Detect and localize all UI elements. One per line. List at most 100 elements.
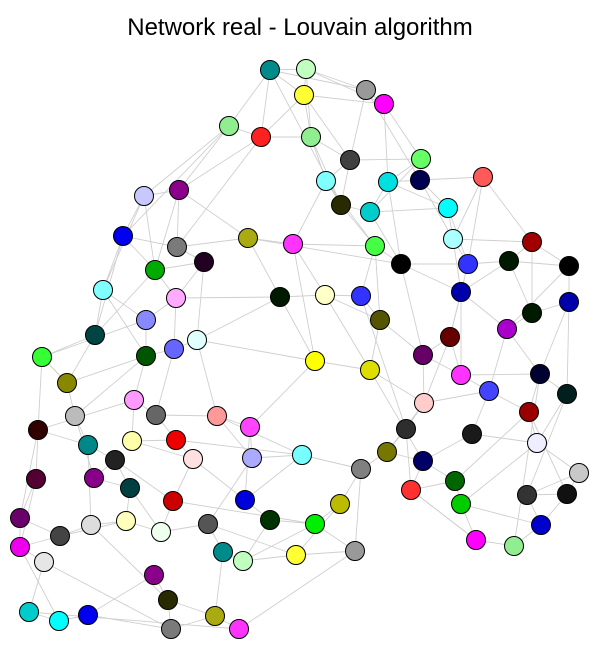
network-node bbox=[124, 390, 144, 410]
network-edge bbox=[37, 356, 43, 431]
network-edge bbox=[292, 243, 316, 362]
network-edge bbox=[325, 180, 376, 247]
network-node bbox=[78, 435, 98, 455]
network-node bbox=[522, 303, 542, 323]
network-node bbox=[50, 526, 70, 546]
network-edge bbox=[228, 69, 271, 127]
network-node bbox=[57, 373, 77, 393]
network-edge bbox=[214, 551, 224, 617]
network-node bbox=[122, 431, 142, 451]
network-node bbox=[213, 542, 233, 562]
network-edge bbox=[154, 189, 180, 271]
network-node bbox=[116, 511, 136, 531]
network-edge bbox=[94, 269, 156, 336]
network-edge bbox=[369, 369, 424, 462]
network-node bbox=[198, 514, 218, 534]
network-node bbox=[194, 252, 214, 272]
network-node bbox=[65, 406, 85, 426]
network-node bbox=[410, 170, 430, 190]
network-node bbox=[374, 94, 394, 114]
network-node bbox=[78, 605, 98, 625]
network-edge bbox=[87, 614, 172, 630]
network-edge bbox=[452, 176, 484, 240]
network-edge bbox=[143, 125, 230, 197]
network-edge bbox=[172, 500, 316, 525]
network-edge bbox=[349, 158, 422, 161]
network-node bbox=[559, 256, 579, 276]
network-edge bbox=[410, 489, 477, 541]
network-node bbox=[146, 405, 166, 425]
network-node bbox=[251, 127, 271, 147]
network-node bbox=[340, 150, 360, 170]
network-node bbox=[301, 127, 321, 147]
network-edge bbox=[526, 393, 568, 496]
network-edge bbox=[292, 243, 376, 247]
network-node bbox=[557, 484, 577, 504]
network-edge bbox=[192, 458, 246, 501]
network-edge bbox=[155, 414, 218, 417]
network-node bbox=[451, 494, 471, 514]
network-node bbox=[462, 424, 482, 444]
network-edge bbox=[247, 237, 281, 298]
network-edge bbox=[90, 524, 169, 601]
network-edge bbox=[360, 295, 407, 430]
network-edge bbox=[419, 179, 454, 240]
network-node bbox=[365, 236, 385, 256]
network-edge bbox=[383, 103, 422, 160]
network-edge bbox=[488, 328, 508, 392]
network-edge bbox=[374, 245, 381, 321]
network-node bbox=[136, 310, 156, 330]
network-node bbox=[19, 602, 39, 622]
network-node bbox=[260, 510, 280, 530]
network-node bbox=[167, 237, 187, 257]
network-edge bbox=[196, 339, 316, 362]
network-edge bbox=[400, 263, 424, 356]
network-node bbox=[260, 60, 280, 80]
network-edge bbox=[207, 523, 297, 556]
network-node bbox=[440, 327, 460, 347]
network-node bbox=[238, 228, 258, 248]
network-edge bbox=[175, 439, 303, 456]
network-node bbox=[233, 551, 253, 571]
network-node bbox=[205, 606, 225, 626]
network-node bbox=[270, 287, 290, 307]
network-node bbox=[345, 541, 365, 561]
network-node bbox=[81, 515, 101, 535]
network-node bbox=[145, 260, 165, 280]
network-edge bbox=[349, 89, 367, 161]
network-node bbox=[316, 171, 336, 191]
network-node bbox=[569, 463, 589, 483]
node-layer bbox=[10, 59, 589, 639]
network-node bbox=[169, 180, 189, 200]
network-node bbox=[183, 449, 203, 469]
network-node bbox=[240, 417, 260, 437]
network-node bbox=[519, 402, 539, 422]
network-edge bbox=[460, 442, 538, 505]
network-edge bbox=[292, 243, 326, 296]
network-node bbox=[504, 536, 524, 556]
network-edge bbox=[143, 195, 156, 271]
network-node bbox=[351, 459, 371, 479]
network-node bbox=[396, 419, 416, 439]
network-edge bbox=[196, 261, 205, 341]
network-node bbox=[413, 451, 433, 471]
network-node bbox=[151, 522, 171, 542]
network-edge bbox=[207, 457, 253, 525]
network-edge bbox=[539, 301, 570, 375]
network-node bbox=[134, 186, 154, 206]
network-node bbox=[451, 365, 471, 385]
network-node bbox=[49, 611, 69, 631]
network-node bbox=[113, 226, 133, 246]
network-node bbox=[360, 202, 380, 222]
network-edge bbox=[423, 390, 490, 404]
network-node bbox=[315, 285, 335, 305]
network-edge bbox=[400, 263, 462, 293]
network-edge bbox=[471, 433, 538, 444]
network-edge bbox=[260, 69, 271, 138]
network-node bbox=[378, 172, 398, 192]
network-node bbox=[411, 149, 431, 169]
network-node bbox=[283, 234, 303, 254]
network-edge bbox=[387, 181, 449, 209]
network-node bbox=[219, 116, 239, 136]
